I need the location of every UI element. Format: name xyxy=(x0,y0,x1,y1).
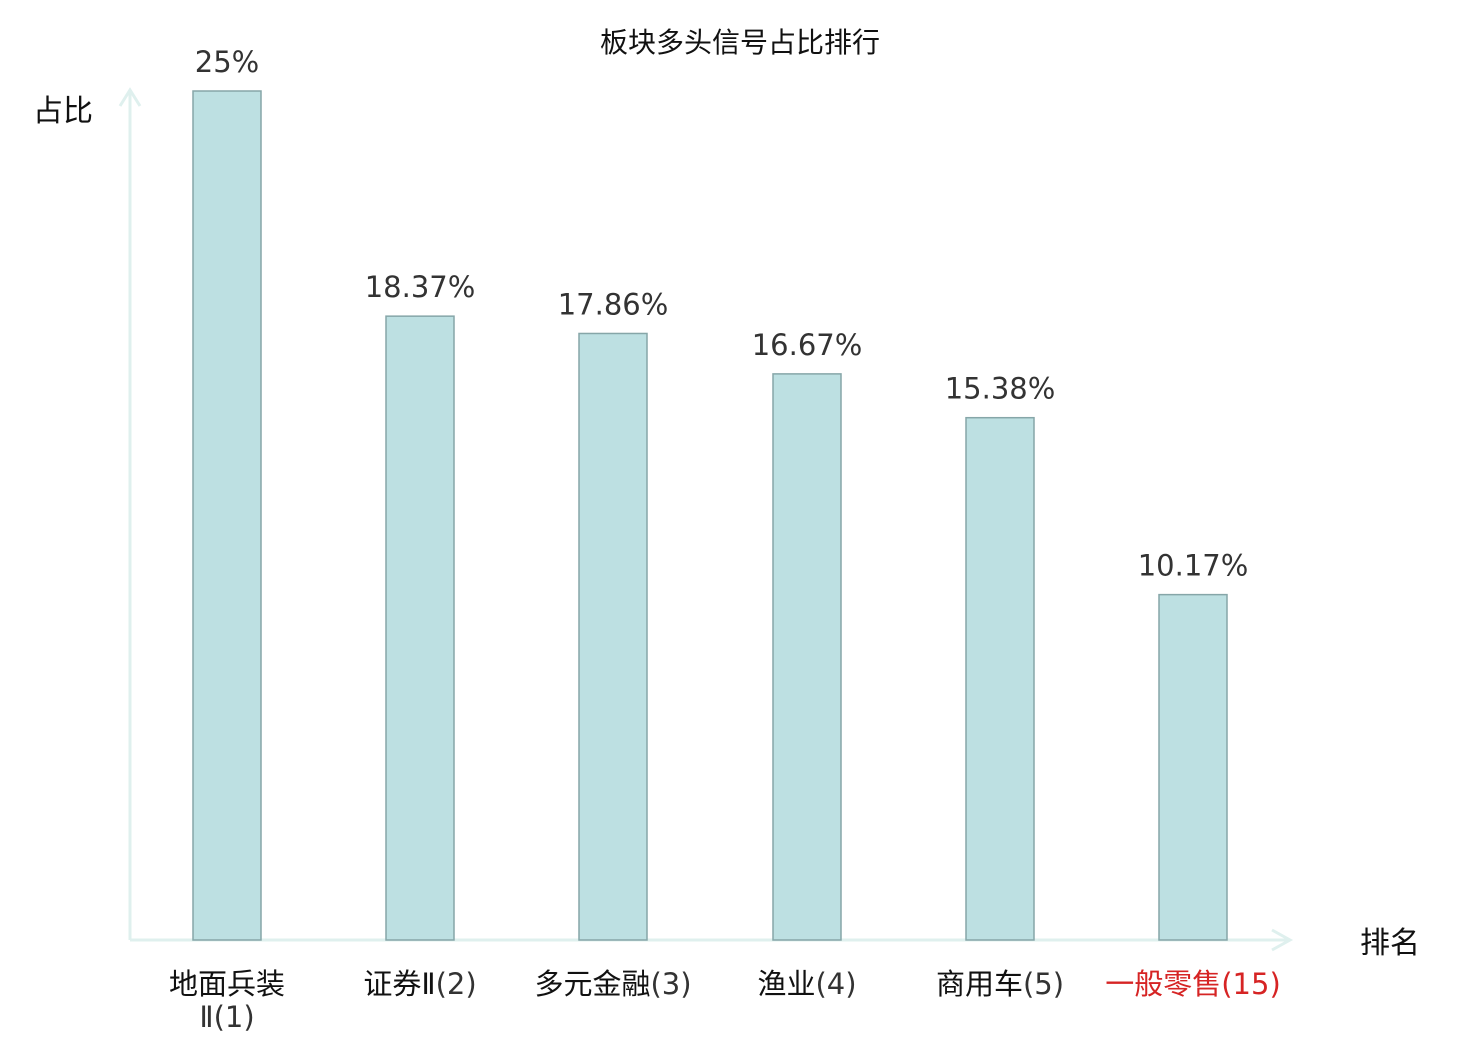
category-label-5: 商用车(5) xyxy=(936,967,1064,1001)
category-label-3: 多元金融(3) xyxy=(534,967,691,1001)
category-label-6: 一般零售(15) xyxy=(1105,967,1281,1001)
bar-1 xyxy=(192,90,262,941)
value-label-5: 15.38% xyxy=(945,372,1056,406)
category-rank: (5) xyxy=(1023,967,1064,1001)
category-label-4: 渔业(4) xyxy=(757,967,856,1001)
category-labels: 地面兵装 Ⅱ(1) 证券Ⅱ(2) 多元金融(3) 渔业(4) 商用车(5) 一般零售(15) xyxy=(169,967,1281,1034)
category-name-line2: Ⅱ xyxy=(199,1000,213,1034)
category-rank: (4) xyxy=(815,967,856,1001)
category-name: 地面兵装 xyxy=(169,967,285,1001)
bar-5 xyxy=(965,416,1035,941)
y-axis-arrow xyxy=(118,87,142,107)
value-label-2: 18.37% xyxy=(365,270,476,304)
category-rank: (2) xyxy=(436,967,477,1001)
bar-3 xyxy=(578,332,648,941)
category-name: 证券Ⅱ xyxy=(363,967,435,1001)
category-rank: (15) xyxy=(1221,967,1281,1001)
chart-title: 板块多头信号占比排行 xyxy=(600,26,880,59)
category-name: 渔业 xyxy=(757,967,815,1001)
category-rank: (3) xyxy=(650,967,691,1001)
x-axis-label: 排名 xyxy=(1360,926,1420,961)
value-label-3: 17.86% xyxy=(558,287,669,321)
value-labels: 25% 18.37% 17.86% 16.67% 15.38% 10.17% xyxy=(195,45,1249,583)
category-name: 一般零售 xyxy=(1105,967,1221,1001)
category-name: 多元金融 xyxy=(534,967,650,1001)
category-label-2: 证券Ⅱ(2) xyxy=(363,967,476,1001)
category-label-1: 地面兵装 Ⅱ(1) xyxy=(169,967,285,1034)
bar-4 xyxy=(772,373,842,941)
category-rank: (1) xyxy=(214,1000,255,1034)
value-label-6: 10.17% xyxy=(1138,549,1249,583)
category-name: 商用车 xyxy=(936,967,1023,1001)
bar-2 xyxy=(385,315,455,941)
y-axis-label: 占比 xyxy=(33,94,93,129)
value-label-4: 16.67% xyxy=(752,328,863,362)
value-label-1: 25% xyxy=(195,45,259,79)
bar-6 xyxy=(1158,593,1228,941)
axes xyxy=(118,87,1294,952)
x-axis-arrow xyxy=(1271,928,1294,952)
bars xyxy=(192,90,1228,941)
